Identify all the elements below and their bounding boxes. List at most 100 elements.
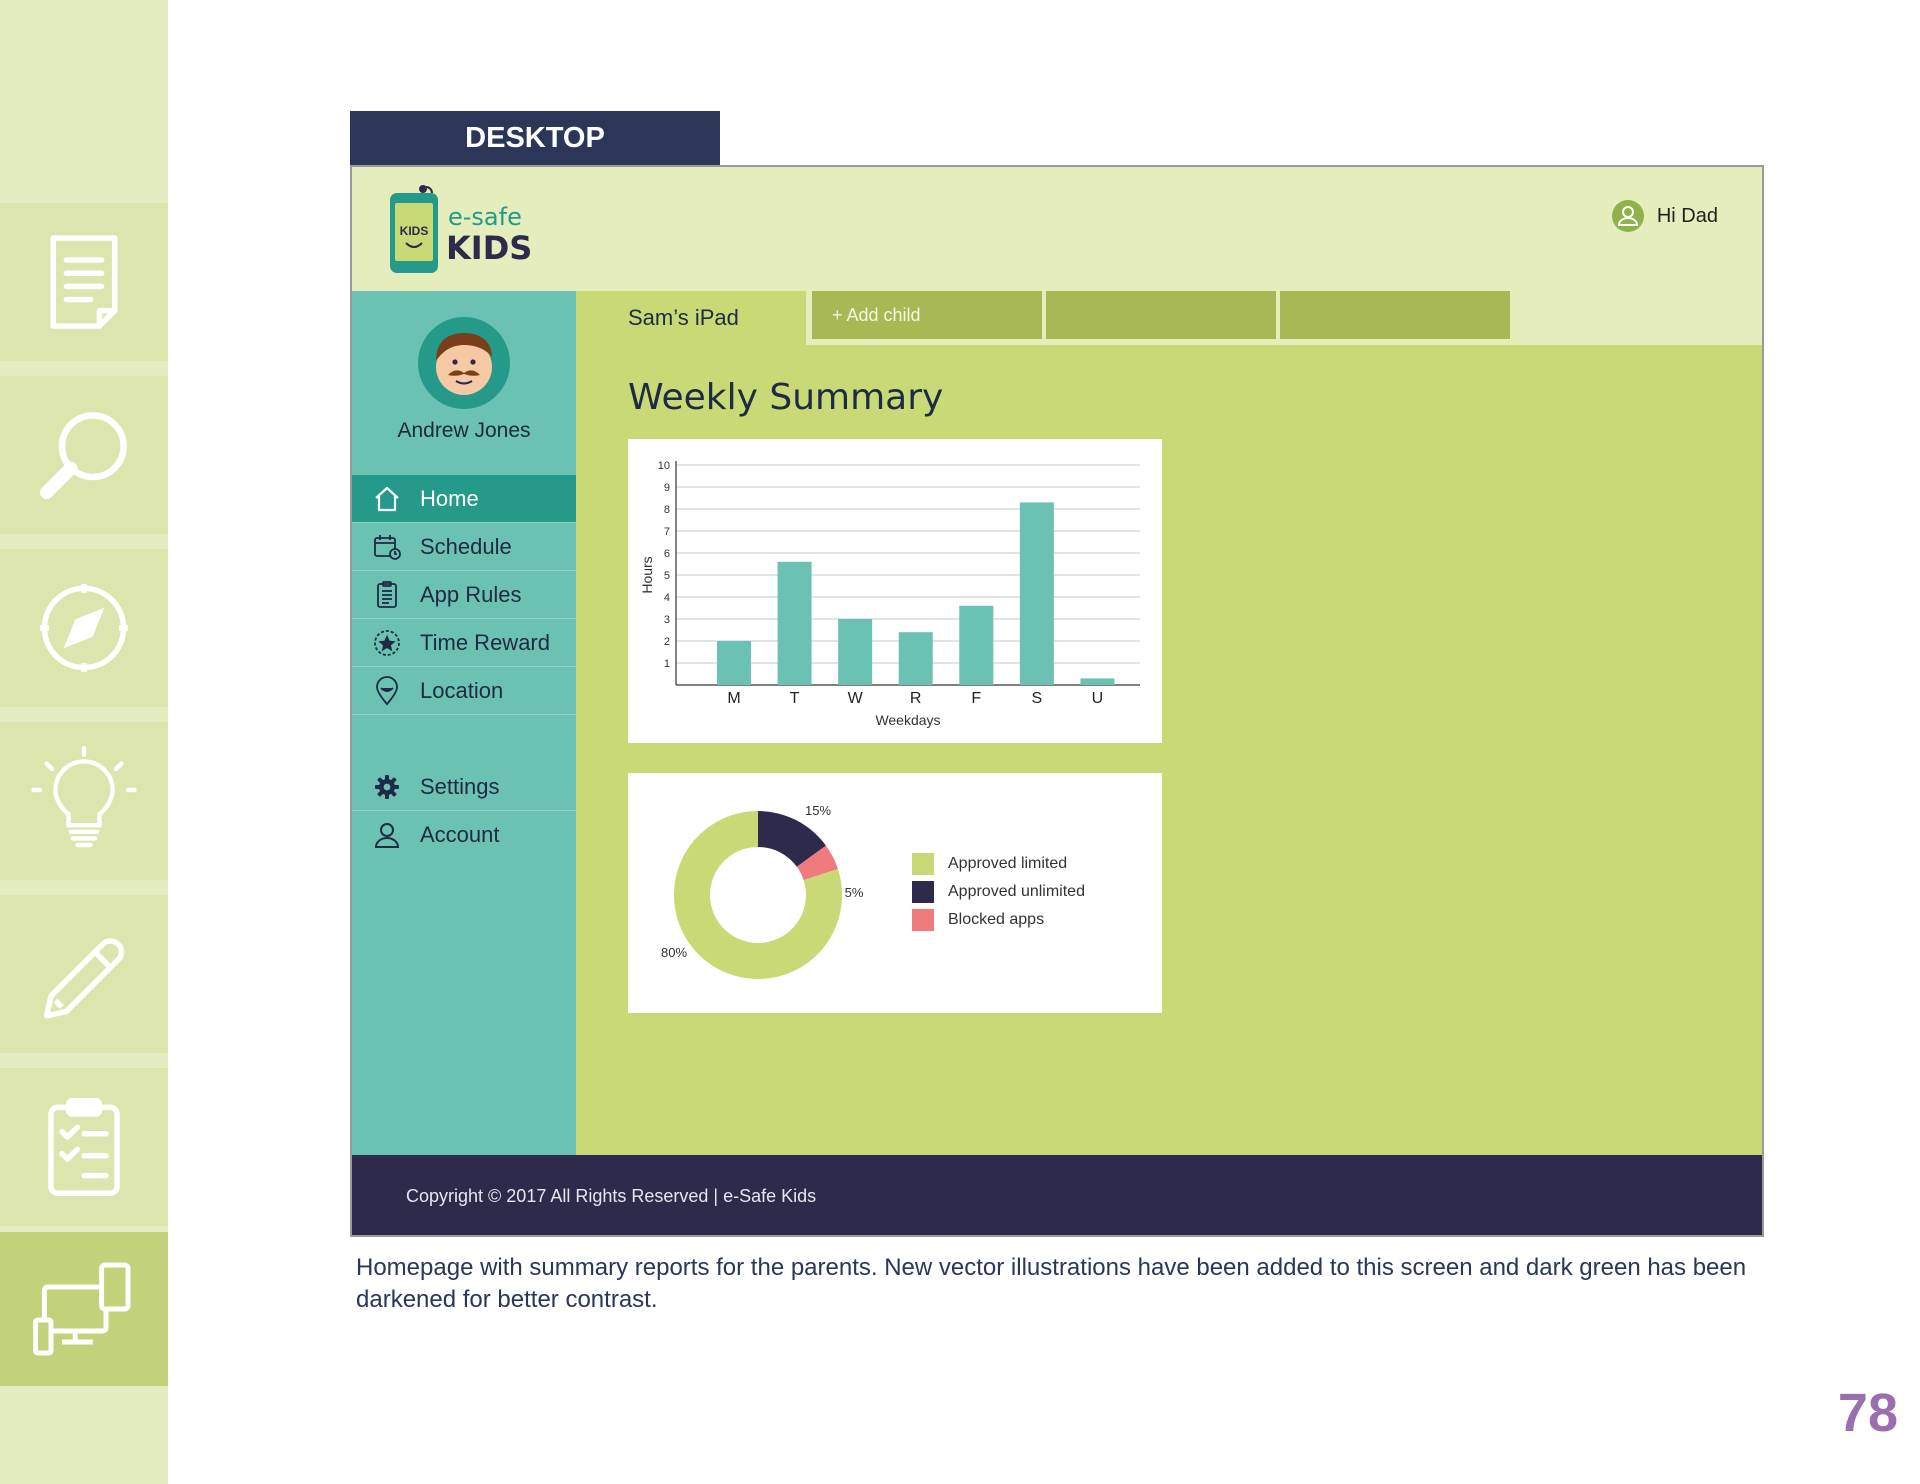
user-icon <box>374 823 400 848</box>
pencil-icon <box>43 938 125 1019</box>
page-title: Weekly Summary <box>628 377 944 418</box>
y-axis-label: Hours <box>639 556 655 593</box>
nav-label: Settings <box>420 773 500 799</box>
avatar[interactable] <box>418 317 510 409</box>
logo-bottom-text: KIDS <box>446 229 532 267</box>
nav-label: Location <box>420 677 504 703</box>
slice-value-label: 5% <box>845 885 864 900</box>
y-tick-label: 3 <box>664 614 670 626</box>
x-tick-label: W <box>848 690 864 707</box>
desktop-label-tab: DESKTOP <box>350 111 720 165</box>
devices-icon <box>33 1262 131 1356</box>
tab-empty-slot[interactable] <box>1046 291 1276 339</box>
app-header: KIDS e-safe KIDS Hi Dad <box>352 167 1762 291</box>
x-tick-label: M <box>727 690 740 707</box>
magnifier-icon <box>40 412 127 499</box>
y-tick-label: 10 <box>658 460 670 472</box>
bar <box>898 632 933 685</box>
nav-home[interactable]: Home <box>352 475 576 523</box>
rail-tile-lightbulb[interactable] <box>0 722 168 880</box>
nav-time-reward[interactable]: Time Reward <box>352 619 576 667</box>
y-tick-label: 6 <box>664 548 670 560</box>
rail-tile-document[interactable] <box>0 203 168 361</box>
weekly-usage-bar-chart-card: 1 2 3 4 5 6 7 8 9 10 M T W R F S U Weekdays Hours <box>628 439 1162 743</box>
nav-label: Schedule <box>420 533 512 559</box>
weekly-usage-bar-chart: 1 2 3 4 5 6 7 8 9 10 M T W R F S U Weekdays Hours <box>639 460 1140 728</box>
x-axis-label: Weekdays <box>875 712 940 728</box>
bar <box>777 561 812 685</box>
logo-phone-text: KIDS <box>400 224 429 238</box>
location-pin-icon <box>376 675 398 705</box>
donut-slice <box>758 811 826 867</box>
x-tick-label: U <box>1092 690 1104 707</box>
y-tick-label: 2 <box>664 636 670 648</box>
device-tab-bar: Sam’s iPad + Add child <box>576 291 1762 345</box>
document-icon <box>50 235 118 329</box>
rail-tile-search[interactable] <box>0 376 168 534</box>
nav-location[interactable]: Location <box>352 667 576 715</box>
donut-slice <box>674 811 842 979</box>
rail-tile-pencil[interactable] <box>0 895 168 1053</box>
bar <box>838 619 873 685</box>
y-tick-label: 9 <box>664 482 670 494</box>
x-tick-label: F <box>971 690 981 707</box>
legend-swatch <box>912 853 934 875</box>
rail-tile-compass[interactable] <box>0 549 168 707</box>
legend-label: Blocked apps <box>948 911 1045 928</box>
nav-app-rules[interactable]: App Rules <box>352 571 576 619</box>
nav-label: Time Reward <box>420 629 550 655</box>
home-icon <box>375 486 399 511</box>
slice-value-label: 15% <box>805 803 831 818</box>
x-tick-label: T <box>790 690 800 707</box>
page-number: 78 <box>1837 1383 1898 1443</box>
legend-label: Approved unlimited <box>948 883 1085 900</box>
gear-icon <box>375 774 399 799</box>
lightbulb-icon <box>31 746 137 848</box>
app-footer: Copyright © 2017 All Rights Reserved | e… <box>352 1155 1762 1235</box>
x-tick-label: R <box>910 690 922 707</box>
app-approval-donut-chart-card: 80% 15% 5% Approved limited Approved unlim… <box>628 773 1162 1013</box>
compass-icon <box>40 584 128 672</box>
y-tick-label: 1 <box>664 658 670 670</box>
sidebar: Andrew Jones Home Schedule App Rules Tim… <box>352 291 576 1155</box>
esafe-kids-logo[interactable]: KIDS e-safe KIDS <box>388 183 538 275</box>
app-approval-donut-chart: 80% 15% 5% <box>661 803 864 979</box>
donut-slice <box>796 845 838 881</box>
star-badge-icon <box>374 629 400 656</box>
bar <box>1019 502 1054 685</box>
legend-swatch <box>912 909 934 931</box>
nav-settings[interactable]: Settings <box>352 763 576 811</box>
user-circle-icon <box>1611 200 1644 232</box>
clipboard-icon <box>48 1098 120 1196</box>
user-menu[interactable]: Hi Dad <box>1611 199 1718 233</box>
add-child-button[interactable]: + Add child <box>812 291 1042 339</box>
rail-tile-clipboard[interactable] <box>0 1068 168 1226</box>
nav-label: Home <box>420 485 479 511</box>
caption: Homepage with summary reports for the pa… <box>356 1254 1747 1313</box>
legend-item: Approved unlimited <box>912 881 1085 903</box>
greeting-text: Hi Dad <box>1656 204 1718 227</box>
bar <box>959 605 994 685</box>
y-tick-label: 8 <box>664 504 670 516</box>
tab-sams-ipad[interactable]: Sam’s iPad <box>576 291 806 345</box>
x-tick-label: S <box>1032 690 1043 707</box>
logo-top-text: e-safe <box>448 203 522 231</box>
bar <box>1080 678 1115 685</box>
nav-label: Account <box>420 822 500 847</box>
clipboard-list-icon <box>377 580 397 608</box>
desktop-mockup: KIDS e-safe KIDS Hi Dad Sam’s iPad + Add… <box>350 165 1764 1237</box>
bar <box>717 641 751 685</box>
user-name: Andrew Jones <box>397 419 531 442</box>
copyright-text: Copyright © 2017 All Rights Reserved | e… <box>406 1185 817 1206</box>
nav-account[interactable]: Account <box>352 811 576 859</box>
legend-swatch <box>912 881 934 903</box>
calendar-icon <box>374 534 401 560</box>
legend-item: Blocked apps <box>912 909 1044 931</box>
nav-label: App Rules <box>420 581 522 607</box>
nav-schedule[interactable]: Schedule <box>352 523 576 571</box>
tab-empty-slot[interactable] <box>1280 291 1510 339</box>
y-tick-label: 7 <box>664 526 670 538</box>
legend-item: Approved limited <box>912 853 1067 875</box>
rail-tile-devices[interactable] <box>0 1232 168 1386</box>
slice-value-label: 80% <box>661 945 687 960</box>
